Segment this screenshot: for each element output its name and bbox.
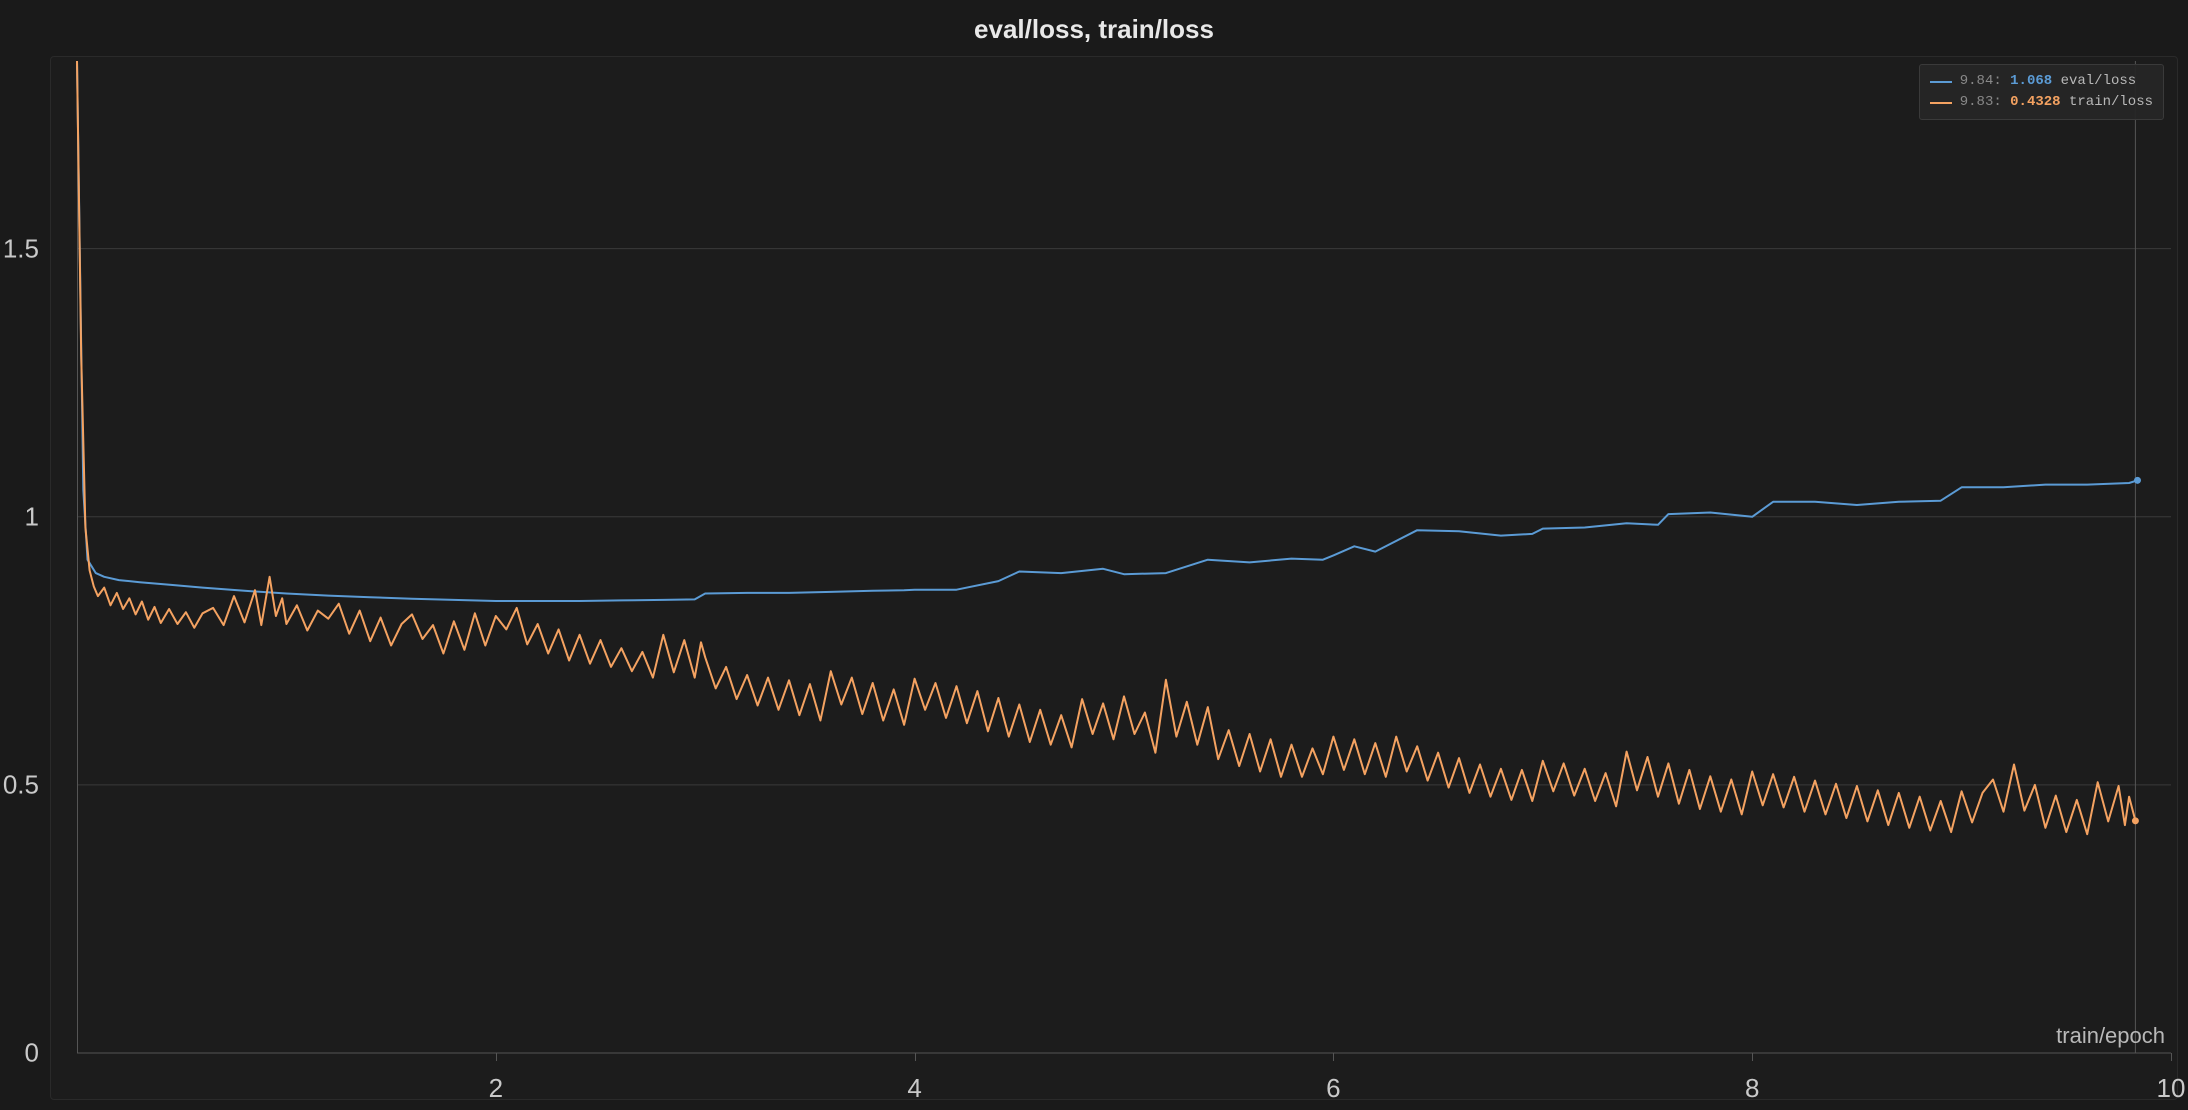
ytick-label: 1 bbox=[25, 501, 39, 532]
legend-label-train: train/loss bbox=[2069, 94, 2153, 110]
data-layer bbox=[77, 61, 2171, 1053]
ytick-label: 0.5 bbox=[3, 769, 39, 800]
legend-val-eval: 1.068 bbox=[2010, 73, 2052, 89]
legend-swatch-train bbox=[1930, 102, 1952, 104]
chart-container: eval/loss, train/loss 00.511.5246810 tra… bbox=[0, 0, 2188, 1110]
ytick-label: 0 bbox=[25, 1038, 39, 1069]
series-train_loss[interactable] bbox=[77, 61, 2135, 834]
legend-row-train[interactable]: 9.83: 0.4328 train/loss bbox=[1930, 92, 2153, 113]
plot-panel: 00.511.5246810 train/epoch bbox=[50, 56, 2178, 1100]
xtick-mark bbox=[496, 1053, 497, 1061]
end-marker-eval_loss bbox=[2134, 477, 2141, 484]
xtick-label: 4 bbox=[907, 1073, 921, 1104]
chart-title: eval/loss, train/loss bbox=[0, 14, 2188, 45]
xtick-mark bbox=[1752, 1053, 1753, 1061]
legend-row-eval[interactable]: 9.84: 1.068 eval/loss bbox=[1930, 71, 2153, 92]
legend-x-train: 9.83 bbox=[1960, 94, 1994, 110]
legend-label-eval: eval/loss bbox=[2061, 73, 2137, 89]
x-axis-title: train/epoch bbox=[2056, 1023, 2165, 1049]
legend-swatch-eval bbox=[1930, 81, 1952, 83]
xtick-label: 2 bbox=[489, 1073, 503, 1104]
plot-area[interactable]: 00.511.5246810 bbox=[77, 61, 2171, 1053]
xtick-label: 8 bbox=[1745, 1073, 1759, 1104]
legend-x-eval: 9.84 bbox=[1960, 73, 1994, 89]
xtick-mark bbox=[2171, 1053, 2172, 1061]
xtick-label: 10 bbox=[2157, 1073, 2186, 1104]
xtick-mark bbox=[915, 1053, 916, 1061]
legend[interactable]: 9.84: 1.068 eval/loss 9.83: 0.4328 train… bbox=[1919, 64, 2164, 120]
end-marker-train_loss bbox=[2132, 817, 2139, 824]
legend-text-eval: 9.84: 1.068 eval/loss bbox=[1960, 71, 2136, 92]
legend-text-train: 9.83: 0.4328 train/loss bbox=[1960, 92, 2153, 113]
xtick-label: 6 bbox=[1326, 1073, 1340, 1104]
ytick-label: 1.5 bbox=[3, 233, 39, 264]
legend-colon: : bbox=[1993, 73, 2010, 89]
series-eval_loss[interactable] bbox=[77, 61, 2138, 601]
legend-colon2: : bbox=[1993, 94, 2010, 110]
legend-val-train: 0.4328 bbox=[2010, 94, 2060, 110]
xtick-mark bbox=[1333, 1053, 1334, 1061]
